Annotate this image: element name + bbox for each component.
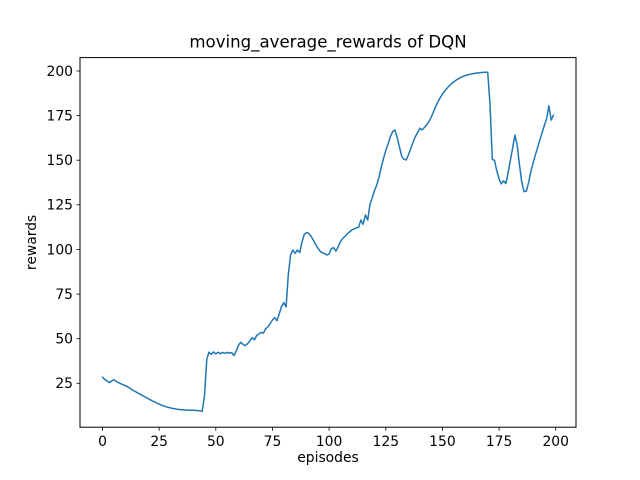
y-tick-label: 100 (46, 242, 73, 258)
x-axis-label: episodes (297, 450, 359, 466)
y-tick-label: 75 (55, 287, 73, 303)
x-tick-label: 175 (486, 434, 513, 450)
y-axis-label: rewards (24, 215, 40, 270)
y-axis-ticks: 25 50 75 100 125 150 175 200 (46, 64, 80, 392)
x-tick-label: 125 (373, 434, 400, 450)
y-tick-label: 200 (46, 64, 73, 80)
y-tick-label: 175 (46, 109, 73, 125)
x-tick-label: 0 (98, 434, 107, 450)
x-tick-label: 25 (150, 434, 168, 450)
x-tick-label: 200 (542, 434, 569, 450)
x-tick-label: 50 (207, 434, 225, 450)
plot-border (79, 57, 577, 428)
y-tick-label: 125 (46, 198, 73, 214)
x-tick-label: 100 (316, 434, 343, 450)
x-tick-label: 75 (264, 434, 282, 450)
y-tick-label: 50 (55, 332, 73, 348)
y-tick-label: 150 (46, 153, 73, 169)
x-axis-ticks: 0 25 50 75 100 125 150 175 200 (98, 427, 569, 450)
chart-title: moving_average_rewards of DQN (189, 33, 466, 53)
x-tick-label: 150 (429, 434, 456, 450)
reward-line (101, 71, 555, 413)
y-tick-label: 25 (55, 376, 73, 392)
